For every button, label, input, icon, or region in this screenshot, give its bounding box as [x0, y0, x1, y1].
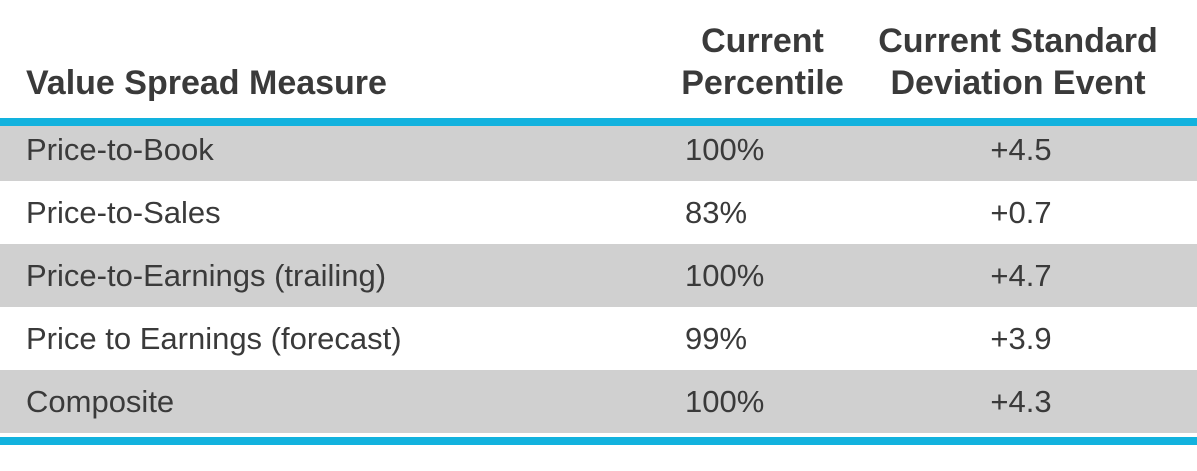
table-row: Price-to-Book 100% +4.5	[0, 118, 1197, 181]
measure-cell: Price to Earnings (forecast)	[26, 320, 402, 356]
percentile-cell: 100%	[685, 383, 765, 419]
measure-cell: Price-to-Book	[26, 131, 214, 167]
percentile-cell: 99%	[685, 320, 748, 356]
sd-event-cell: +0.7	[990, 194, 1052, 230]
header-percentile-line-2: Percentile	[681, 64, 844, 102]
header-divider-rule	[0, 118, 1197, 126]
sd-event-cell: +3.9	[990, 320, 1052, 356]
sd-event-cell: +4.5	[990, 131, 1052, 167]
header-sd-line-2: Deviation Event	[890, 64, 1146, 102]
header-measure-line-1: Value Spread Measure	[26, 64, 387, 102]
header-percentile-line-1: Current	[701, 22, 824, 60]
table-row: Price-to-Sales 83% +0.7	[0, 181, 1197, 244]
header-sd-line-1: Current Standard	[878, 22, 1158, 60]
header-current-sd-event: Current Standard Deviation Event	[855, 0, 1197, 118]
table-row: Composite 100% +4.3	[0, 370, 1197, 433]
header-value-spread-measure: Value Spread Measure	[0, 0, 560, 118]
percentile-cell: 100%	[685, 257, 765, 293]
table-row: Price to Earnings (forecast) 99% +3.9	[0, 307, 1197, 370]
measure-cell: Price-to-Earnings (trailing)	[26, 257, 387, 293]
measure-cell: Composite	[26, 383, 175, 419]
table-header-row: Value Spread Measure Current Percentile …	[0, 0, 1197, 118]
percentile-cell: 83%	[685, 194, 748, 230]
table-bottom-rule	[0, 437, 1197, 445]
value-spread-table: Value Spread Measure Current Percentile …	[0, 0, 1197, 433]
sd-event-cell: +4.7	[990, 257, 1052, 293]
measure-cell: Price-to-Sales	[26, 194, 221, 230]
sd-event-cell: +4.3	[990, 383, 1052, 419]
table-row: Price-to-Earnings (trailing) 100% +4.7	[0, 244, 1197, 307]
header-current-percentile: Current Percentile	[560, 0, 855, 118]
percentile-cell: 100%	[685, 131, 765, 167]
